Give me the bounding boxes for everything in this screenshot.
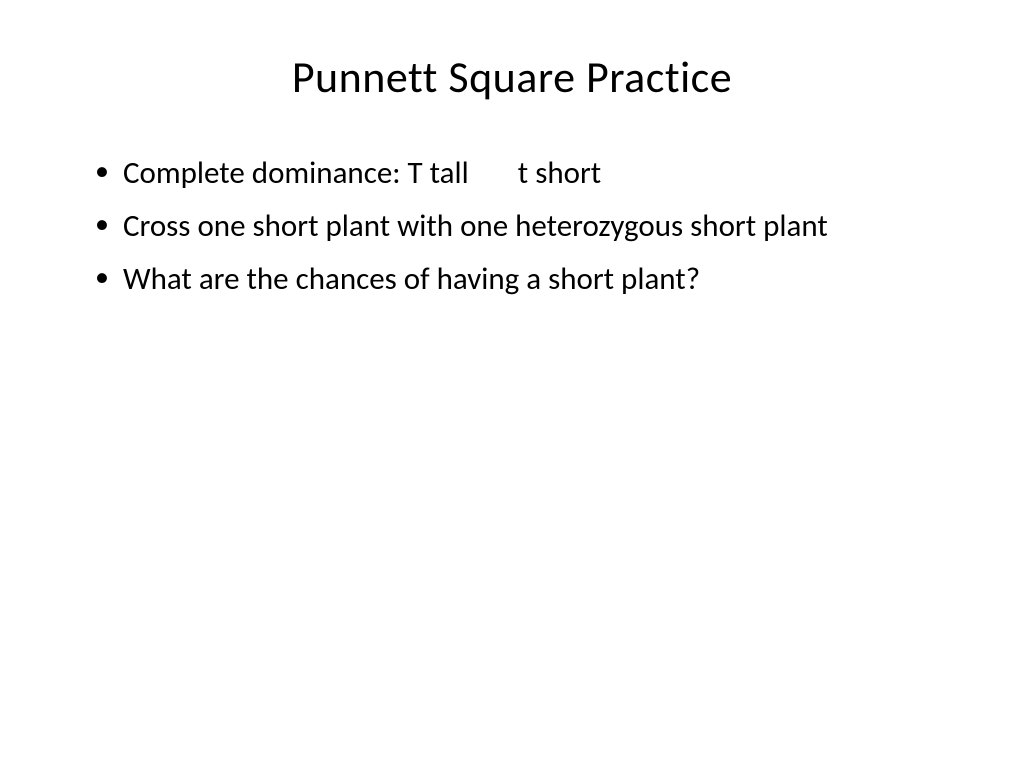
slide-title: Punnett Square Practice [75, 50, 949, 104]
bullet-item: Complete dominance: T tall t short [95, 152, 949, 195]
bullet-text: Complete dominance: T tall t short [123, 154, 601, 192]
bullet-list: Complete dominance: T tall t short Cross… [75, 152, 949, 300]
bullet-text: Cross one short plant with one heterozyg… [123, 207, 828, 245]
bullet-item: Cross one short plant with one heterozyg… [95, 205, 949, 248]
bullet-item: What are the chances of having a short p… [95, 258, 949, 301]
bullet-text: What are the chances of having a short p… [123, 260, 700, 298]
